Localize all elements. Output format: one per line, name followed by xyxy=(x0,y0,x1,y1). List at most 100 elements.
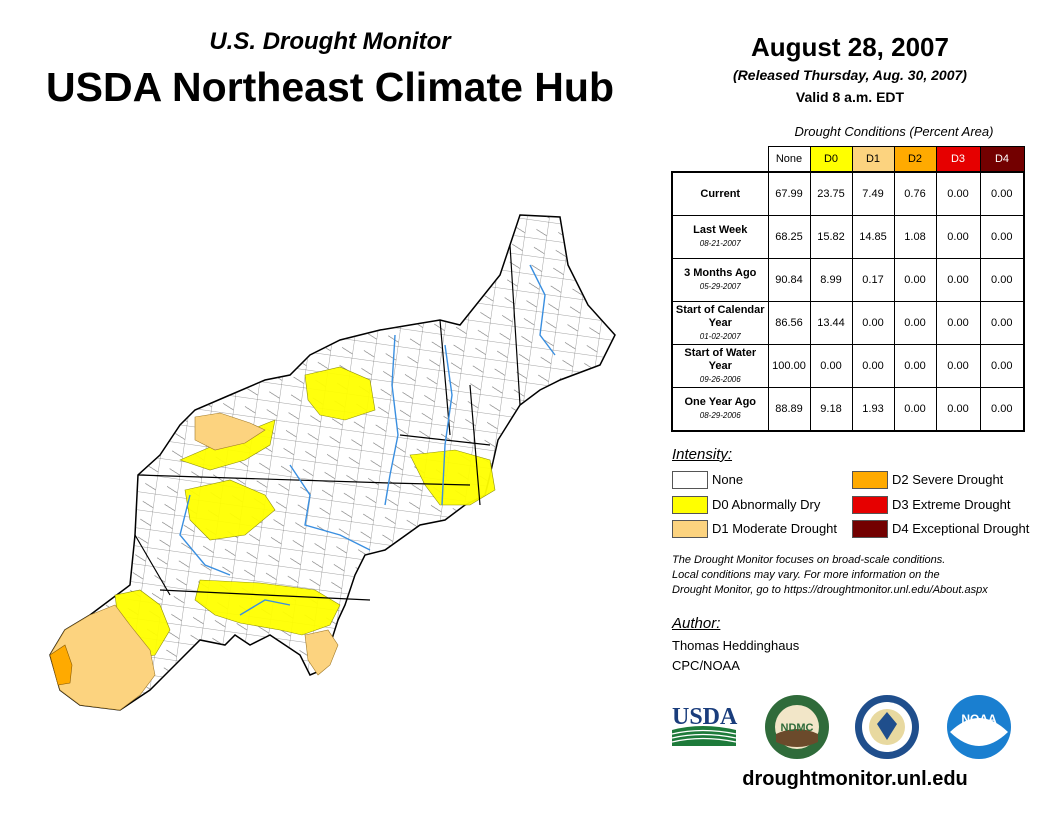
noaa-logo: NOAA xyxy=(947,695,1011,759)
d1-areas xyxy=(49,412,339,711)
ndmc-logo-text: NDMC xyxy=(781,722,814,734)
table-cell: 0.76 xyxy=(893,171,937,216)
table-row: Current 67.99 23.75 7.49 0.76 0.00 0.00 xyxy=(671,171,1025,216)
table-cell: 0.00 xyxy=(935,344,981,388)
author-title: Author: xyxy=(672,615,721,632)
table-cell: 0.00 xyxy=(979,215,1025,259)
valid-time: Valid 8 a.m. EDT xyxy=(795,89,905,105)
doc-seal-logo xyxy=(855,695,919,759)
legend-title: Intensity: xyxy=(672,446,733,463)
noaa-logo-text: NOAA xyxy=(961,712,997,726)
table-header-row: None D0 D1 D2 D3 D4 xyxy=(672,146,1025,173)
row-date: 09-26-2006 xyxy=(699,374,741,384)
drought-stats-table: None D0 D1 D2 D3 D4 Current 67.99 23.75 7.4… xyxy=(671,146,1025,432)
legend-label-d3: D3 Extreme Drought xyxy=(892,497,1011,512)
note-line-3: Drought Monitor, go to https://droughtmo… xyxy=(672,584,988,596)
table-cell: 0.00 xyxy=(935,258,981,302)
map-date: August 28, 2007 xyxy=(751,32,949,62)
table-cell: 0.00 xyxy=(893,258,937,302)
page-title: USDA Northeast Climate Hub xyxy=(46,64,614,110)
legend-label-d2: D2 Severe Drought xyxy=(892,472,1004,487)
table-cell: 88.89 xyxy=(767,387,811,432)
row-label-text: One Year Ago xyxy=(684,396,757,408)
col-none: None xyxy=(767,146,811,173)
table-cell: 0.00 xyxy=(979,387,1025,432)
row-label: One Year Ago 08-29-2006 xyxy=(671,387,769,432)
legend-swatch-d0 xyxy=(672,496,708,514)
table-cell: 13.44 xyxy=(809,301,853,345)
row-label: Current xyxy=(671,171,769,216)
release-date: (Released Thursday, Aug. 30, 2007) xyxy=(733,67,967,83)
row-label: 3 Months Ago 05-29-2007 xyxy=(671,258,769,302)
usda-logo-text: USDA xyxy=(672,704,738,730)
table-row: 3 Months Ago 05-29-2007 90.84 8.99 0.17 0.00 0… xyxy=(671,258,1025,302)
drought-map xyxy=(49,214,616,711)
rivers xyxy=(179,264,556,616)
legend-swatch-d3 xyxy=(852,496,888,514)
table-row: Last Week 08-21-2007 68.25 15.82 14.85 1.08 0.… xyxy=(671,215,1025,259)
legend-swatch-none xyxy=(672,471,708,489)
table-caption: Drought Conditions (Percent Area) xyxy=(794,124,994,139)
table-row: Start of Water Year 09-26-2006 100.00 0.00 0… xyxy=(671,344,1025,388)
row-date: 05-29-2007 xyxy=(699,282,741,291)
table-cell: 100.00 xyxy=(767,344,811,388)
table-cell: 23.75 xyxy=(809,171,853,216)
table-cell: 90.84 xyxy=(767,258,811,302)
table-cell: 1.93 xyxy=(851,387,895,432)
col-d1: D1 xyxy=(851,146,895,173)
legend-swatch-d4 xyxy=(852,520,888,538)
site-url[interactable]: droughtmonitor.unl.edu xyxy=(742,768,968,790)
usda-logo: USDA xyxy=(672,704,738,746)
table-cell: 0.00 xyxy=(979,344,1025,388)
table-cell: 68.25 xyxy=(767,215,811,259)
row-date: 01-02-2007 xyxy=(699,331,741,341)
col-d3: D3 xyxy=(935,146,981,173)
table-cell: 0.00 xyxy=(809,344,853,388)
table-cell: 0.17 xyxy=(851,258,895,302)
legend-label-d0: D0 Abnormally Dry xyxy=(712,497,821,512)
table-cell: 0.00 xyxy=(979,171,1025,216)
table-row: One Year Ago 08-29-2006 88.89 9.18 1.93 0.00 0… xyxy=(671,387,1025,432)
author-name: Thomas Heddinghaus xyxy=(672,638,800,653)
table-cell: 0.00 xyxy=(851,301,895,345)
table-row: Start of Calendar Year 01-02-2007 86.56 13.… xyxy=(671,301,1025,345)
table-cell: 14.85 xyxy=(851,215,895,259)
row-label-text: Start of Calendar Year xyxy=(675,303,765,329)
table-cell: 67.99 xyxy=(767,171,811,216)
row-label-text: Last Week xyxy=(693,224,748,236)
table-cell: 8.99 xyxy=(809,258,853,302)
table-cell: 0.00 xyxy=(979,301,1025,345)
row-label: Last Week 08-21-2007 xyxy=(671,215,769,259)
table-cell: 0.00 xyxy=(935,301,981,345)
note-line-2: Local conditions may vary. For more info… xyxy=(672,569,940,581)
table-cell: 0.00 xyxy=(979,258,1025,302)
table-cell: 0.00 xyxy=(893,301,937,345)
row-date: 08-21-2007 xyxy=(699,239,741,248)
legend-swatch-d2 xyxy=(852,471,888,489)
disclaimer-note: The Drought Monitor focuses on broad-sca… xyxy=(672,553,1047,598)
table-cell: 7.49 xyxy=(851,171,895,216)
legend-label-d4: D4 Exceptional Drought xyxy=(892,521,1030,536)
col-d4: D4 xyxy=(979,146,1025,173)
note-line-1: The Drought Monitor focuses on broad-sca… xyxy=(672,554,946,566)
ndmc-logo: NDMC xyxy=(765,695,829,759)
row-date: 08-29-2006 xyxy=(699,411,741,420)
col-d2: D2 xyxy=(893,146,937,173)
row-label: Start of Water Year 09-26-2006 xyxy=(671,344,769,388)
row-label-text: 3 Months Ago xyxy=(684,267,757,279)
row-label: Start of Calendar Year 01-02-2007 xyxy=(671,301,769,345)
col-d0: D0 xyxy=(809,146,853,173)
legend-label-none: None xyxy=(712,472,744,487)
table-cell: 9.18 xyxy=(809,387,853,432)
table-cell: 0.00 xyxy=(893,344,937,388)
table-cell: 0.00 xyxy=(935,171,981,216)
row-label-text: Current xyxy=(700,187,741,200)
subtitle: U.S. Drought Monitor xyxy=(209,28,451,55)
table-cell: 0.00 xyxy=(893,387,937,432)
d2-areas xyxy=(49,644,73,686)
table-cell: 0.00 xyxy=(851,344,895,388)
table-cell: 86.56 xyxy=(767,301,811,345)
table-cell: 0.00 xyxy=(935,387,981,432)
table-cell: 15.82 xyxy=(809,215,853,259)
legend-label-d1: D1 Moderate Drought xyxy=(712,521,838,536)
